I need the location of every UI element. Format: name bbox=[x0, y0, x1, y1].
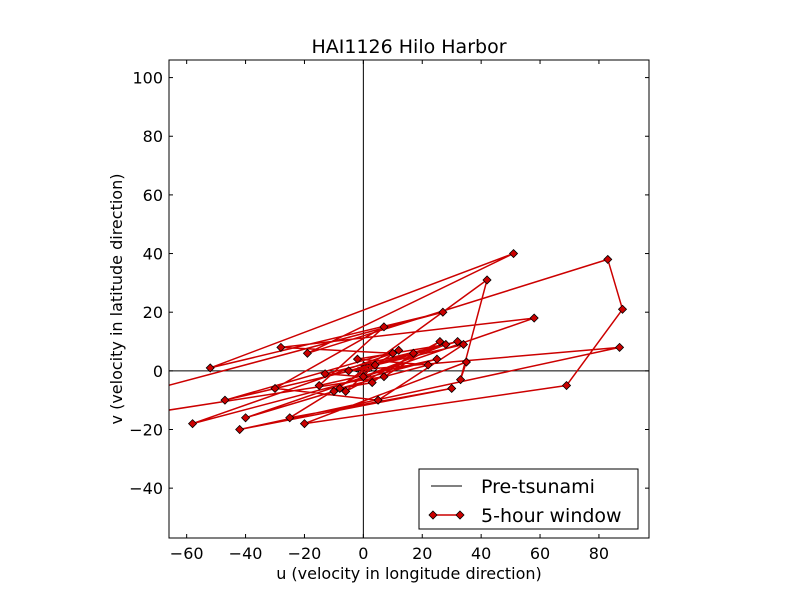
legend-box bbox=[418, 468, 639, 530]
data-point-marker bbox=[453, 336, 463, 347]
reference-lines bbox=[169, 60, 649, 538]
plot-area bbox=[169, 60, 649, 538]
data-point-marker bbox=[299, 419, 310, 429]
data-point-marker bbox=[270, 383, 280, 394]
y-tick-label: 0 bbox=[153, 362, 163, 381]
data-point-marker bbox=[370, 360, 380, 370]
data-point-marker bbox=[441, 339, 451, 350]
data-point-marker bbox=[187, 419, 198, 429]
data-point-marker bbox=[432, 354, 442, 364]
x-tick-label: 40 bbox=[471, 544, 491, 563]
data-point-marker bbox=[335, 383, 345, 394]
data-point-marker bbox=[614, 342, 625, 352]
legend-marker bbox=[455, 510, 465, 520]
y-tick-label: 80 bbox=[143, 127, 163, 146]
data-point-marker bbox=[314, 380, 324, 391]
data-point-marker bbox=[603, 254, 613, 264]
data-point-marker bbox=[220, 395, 230, 405]
data-point-marker bbox=[302, 348, 312, 358]
x-axis-title: u (velocity in longitude direction) bbox=[276, 564, 542, 583]
data-point-marker bbox=[373, 395, 383, 405]
y-tick-label: 60 bbox=[143, 186, 163, 205]
data-point-marker bbox=[285, 413, 295, 423]
data-point-marker bbox=[561, 380, 572, 391]
x-tick-label: −60 bbox=[170, 544, 204, 563]
data-point-marker bbox=[617, 304, 628, 314]
x-tick-label: −40 bbox=[229, 544, 263, 563]
series-layer bbox=[169, 248, 628, 435]
legend-marker bbox=[428, 510, 438, 520]
series-5-hour-window bbox=[169, 248, 628, 435]
y-tick-label: −20 bbox=[129, 420, 163, 439]
ticks-layer: −60 −40 −20 0 20 40 60 80 −40 −20 0 20 40 60 80 100 bbox=[129, 60, 649, 563]
data-point-marker bbox=[358, 372, 368, 382]
data-point-marker bbox=[379, 372, 389, 382]
data-point-marker bbox=[455, 375, 466, 385]
legend-label-pre-tsunami: Pre-tsunami bbox=[481, 476, 595, 498]
data-point-marker bbox=[344, 366, 354, 376]
x-tick-label: 60 bbox=[530, 544, 550, 563]
data-point-marker bbox=[394, 345, 404, 355]
y-tick-label: 40 bbox=[143, 245, 163, 264]
data-point-marker bbox=[529, 313, 539, 323]
y-tick-label: 100 bbox=[132, 69, 163, 88]
x-tick-label: 20 bbox=[412, 544, 432, 563]
data-point-marker bbox=[388, 348, 398, 358]
data-point-marker bbox=[205, 363, 215, 373]
y-axis-title: v (velocity in latitude direction) bbox=[107, 174, 126, 425]
data-point-marker bbox=[458, 339, 469, 350]
data-point-marker bbox=[329, 386, 339, 396]
data-point-marker bbox=[367, 378, 377, 388]
data-point-marker bbox=[341, 386, 351, 396]
plot-frame bbox=[168, 59, 650, 539]
data-point-marker bbox=[482, 275, 492, 285]
data-point-marker bbox=[240, 413, 251, 423]
data-point-marker bbox=[438, 307, 448, 317]
x-tick-label: −20 bbox=[288, 544, 322, 563]
data-point-marker bbox=[276, 342, 286, 352]
y-tick-label: 20 bbox=[143, 303, 163, 322]
data-point-marker bbox=[379, 322, 389, 332]
data-point-marker bbox=[235, 424, 245, 435]
data-point-marker bbox=[461, 357, 471, 367]
data-point-marker bbox=[352, 354, 363, 364]
chart-title: HAI1126 Hilo Harbor bbox=[311, 36, 506, 58]
y-tick-label: −40 bbox=[129, 479, 163, 498]
data-point-marker bbox=[408, 348, 418, 358]
data-point-marker bbox=[423, 360, 433, 370]
x-tick-label: 80 bbox=[589, 544, 609, 563]
data-point-marker bbox=[508, 248, 519, 259]
legend-label-5-hour-window: 5-hour window bbox=[481, 505, 622, 527]
data-point-marker bbox=[435, 336, 445, 347]
x-tick-label: 0 bbox=[358, 544, 368, 563]
data-point-marker bbox=[447, 383, 457, 394]
legend: Pre-tsunami 5-hour window bbox=[418, 468, 639, 530]
data-point-marker bbox=[320, 369, 330, 379]
